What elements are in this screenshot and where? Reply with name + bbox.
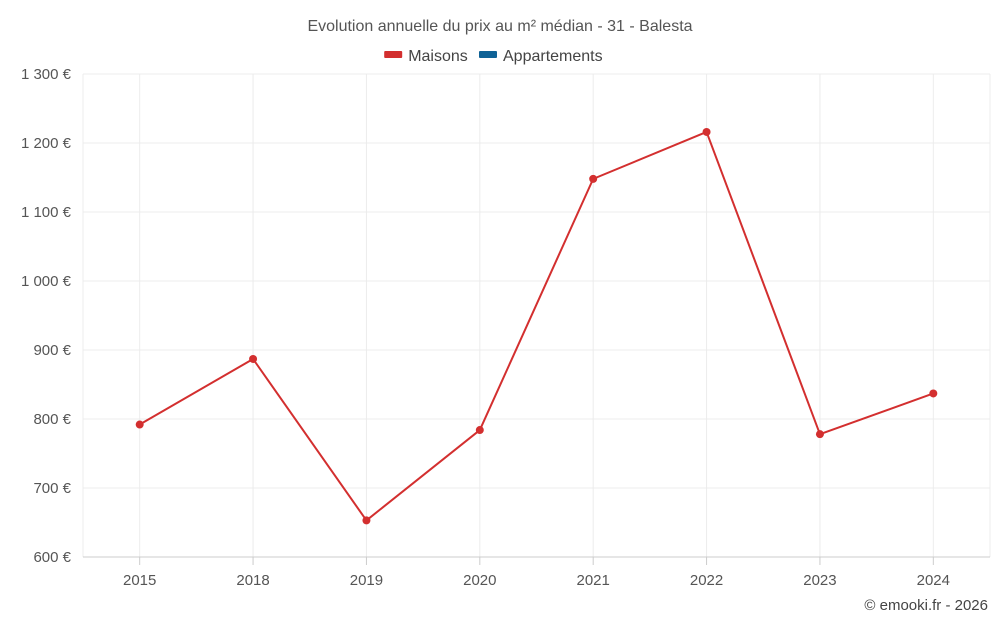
y-tick-label: 1 200 € bbox=[21, 135, 72, 152]
series-line-maisons bbox=[139, 130, 934, 522]
y-tick-label: 900 € bbox=[33, 342, 71, 359]
data-point[interactable] bbox=[362, 516, 371, 525]
x-tick-label: 2021 bbox=[577, 572, 610, 589]
gridlines bbox=[82, 73, 991, 558]
x-tick-label: 2018 bbox=[236, 572, 269, 589]
y-tick-label: 1 000 € bbox=[21, 273, 72, 290]
legend-swatch-appartements bbox=[479, 51, 497, 58]
y-tick-label: 600 € bbox=[33, 549, 71, 566]
data-point[interactable] bbox=[815, 430, 824, 439]
data-point[interactable] bbox=[249, 354, 258, 363]
data-point[interactable] bbox=[135, 420, 144, 429]
data-point[interactable] bbox=[702, 127, 711, 136]
x-tick-label: 2023 bbox=[803, 572, 836, 589]
y-tick-label: 1 100 € bbox=[21, 204, 72, 221]
legend-item-maisons[interactable]: Maisons bbox=[408, 48, 468, 65]
legend-swatch-maisons bbox=[384, 51, 403, 58]
legend-item-appartements[interactable]: Appartements bbox=[503, 48, 603, 65]
data-point[interactable] bbox=[929, 389, 938, 398]
data-point[interactable] bbox=[475, 426, 484, 435]
y-tick-label: 800 € bbox=[33, 411, 71, 428]
x-tick-label: 2024 bbox=[917, 572, 950, 589]
series-layer bbox=[135, 127, 938, 525]
x-tick-label: 2020 bbox=[463, 572, 496, 589]
x-tick-label: 2022 bbox=[690, 572, 723, 589]
y-tick-label: 700 € bbox=[33, 480, 71, 497]
data-point[interactable] bbox=[589, 174, 598, 183]
x-axis-ticks: 2015 2018 2019 2020 2021 2022 2023 2024 bbox=[123, 557, 950, 589]
y-axis-ticks: 600 € 700 € 800 € 900 € 1 000 € 1 100 € 1 200 … bbox=[21, 66, 72, 566]
credit-text: © emooki.fr - 2026 bbox=[864, 597, 988, 614]
y-tick-label: 1 300 € bbox=[21, 66, 72, 83]
legend: Maisons Appartements bbox=[384, 48, 603, 65]
chart-title: Evolution annuelle du prix au m² médian … bbox=[307, 18, 692, 35]
x-tick-label: 2019 bbox=[350, 572, 383, 589]
x-tick-label: 2015 bbox=[123, 572, 156, 589]
